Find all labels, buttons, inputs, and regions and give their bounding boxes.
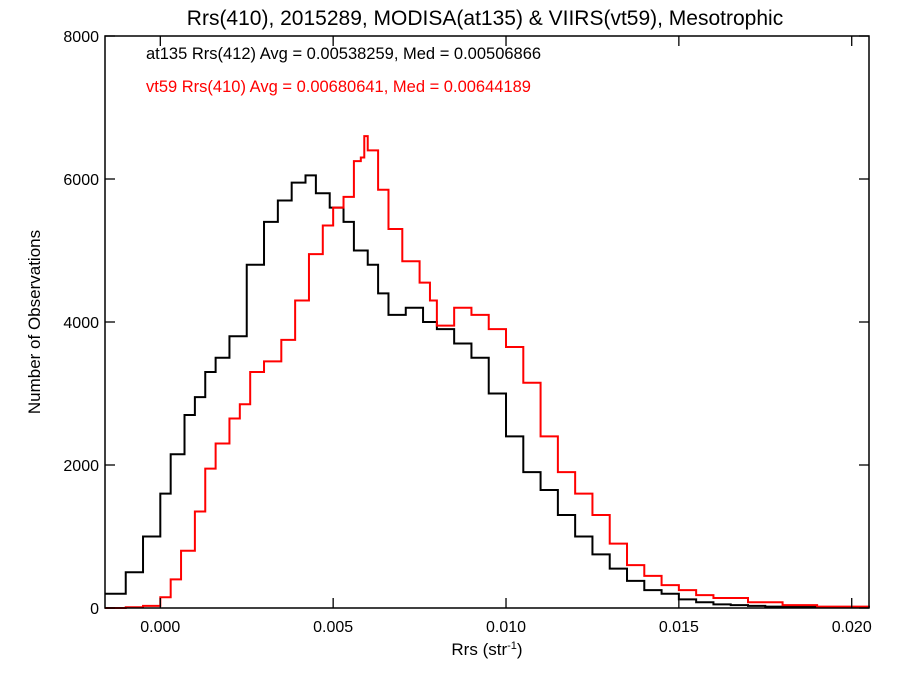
y-axis-label: Number of Observations [25, 230, 44, 414]
y-axis: 0 2000 4000 6000 8000 [63, 29, 869, 618]
y-tick-label: 6000 [63, 172, 99, 189]
x-tick-label: 0.010 [486, 619, 526, 636]
x-tick-label: 0.000 [140, 619, 180, 636]
x-tick-label: 0.015 [659, 619, 699, 636]
y-tick-label: 4000 [63, 315, 99, 332]
annotation-viirs: vt59 Rrs(410) Avg = 0.00680641, Med = 0.… [146, 78, 531, 96]
x-axis: 0.000 0.005 0.010 0.015 0.020 [140, 36, 872, 636]
series-line-2 [105, 135, 870, 609]
plot-frame [104, 35, 870, 609]
x-axis-label-main: Rrs (str [451, 640, 507, 659]
x-axis-label-close: ) [517, 640, 523, 659]
series-line-1 [105, 174, 870, 609]
x-axis-label: Rrs (str-1) [451, 640, 522, 659]
series-layer [105, 135, 870, 609]
x-axis-label-superscript: -1 [507, 640, 517, 652]
x-tick-label: 0.020 [832, 619, 872, 636]
y-tick-label: 8000 [63, 29, 99, 46]
y-tick-label: 2000 [63, 458, 99, 475]
annotation-modis: at135 Rrs(412) Avg = 0.00538259, Med = 0… [146, 45, 541, 63]
x-tick-label: 0.005 [313, 619, 353, 636]
y-tick-label: 0 [90, 601, 99, 618]
chart-title: Rrs(410), 2015289, MODISA(at135) & VIIRS… [187, 7, 783, 30]
